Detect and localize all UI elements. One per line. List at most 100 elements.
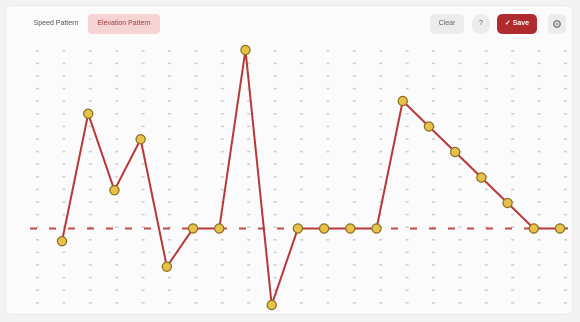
grid-dot: [564, 176, 567, 178]
grid-dot: [484, 201, 488, 203]
grid-dot: [352, 150, 356, 153]
grid-dot: [36, 150, 39, 153]
data-point[interactable]: [214, 223, 225, 234]
help-button[interactable]: ?: [472, 14, 490, 34]
settings-button[interactable]: [548, 14, 566, 34]
grid-dot: [88, 87, 92, 90]
grid-dot: [88, 125, 92, 128]
grid-dot: [484, 100, 488, 102]
grid-dot: [36, 289, 39, 291]
grid-dot: [379, 264, 383, 266]
grid-dot: [168, 226, 171, 228]
data-point[interactable]: [502, 197, 513, 209]
grid-dot: [247, 163, 251, 165]
data-point[interactable]: [240, 44, 251, 56]
grid-dot: [247, 113, 251, 115]
grid-dot: [537, 125, 541, 128]
grid-dot: [326, 100, 330, 102]
grid-dot: [379, 201, 383, 203]
data-point[interactable]: [187, 223, 199, 234]
data-point[interactable]: [371, 223, 382, 234]
data-point[interactable]: [345, 223, 356, 234]
data-point[interactable]: [83, 108, 94, 119]
grid-dot: [62, 62, 66, 65]
grid-dot: [300, 289, 303, 291]
grid-dot: [432, 264, 435, 266]
grid-dot: [432, 50, 435, 52]
grid-dot: [405, 176, 409, 178]
grid-dot: [405, 113, 409, 115]
data-point[interactable]: [292, 223, 304, 234]
grid-dot: [62, 188, 66, 191]
grid-dot: [537, 62, 541, 65]
grid-dot: [300, 188, 303, 191]
grid-dot: [273, 289, 277, 291]
data-point[interactable]: [56, 236, 68, 247]
data-point[interactable]: [397, 95, 408, 107]
grid-dot: [168, 188, 171, 191]
grid-dot: [326, 264, 330, 266]
data-point[interactable]: [423, 121, 435, 132]
grid-dot: [273, 226, 277, 228]
grid-dot: [115, 87, 119, 90]
grid-dot: [220, 251, 224, 254]
grid-dot: [379, 188, 383, 191]
grid-dot: [432, 100, 435, 102]
grid-dot: [88, 226, 92, 228]
grid-dot: [405, 251, 409, 254]
grid-dot: [220, 50, 224, 52]
grid-dot: [326, 50, 330, 52]
grid-dot: [511, 100, 515, 102]
grid-dot: [141, 176, 145, 178]
grid-dot: [194, 176, 198, 178]
data-point[interactable]: [318, 223, 330, 234]
grid-dot: [326, 125, 330, 128]
grid-dot: [564, 150, 567, 153]
grid-dot: [220, 239, 224, 241]
grid-dot: [168, 289, 171, 291]
grid-dot: [537, 150, 541, 153]
grid-dot: [88, 176, 92, 178]
data-point[interactable]: [554, 223, 566, 234]
data-point[interactable]: [266, 299, 277, 311]
data-point[interactable]: [528, 223, 539, 234]
tab-elevation-pattern[interactable]: Elevation Pattern: [88, 14, 160, 34]
grid-dot: [564, 75, 567, 77]
grid-dot: [168, 302, 171, 304]
grid-dot: [564, 302, 567, 304]
grid-dot: [36, 75, 39, 77]
grid-dot: [115, 62, 119, 65]
grid-dot: [564, 276, 567, 279]
data-point[interactable]: [109, 185, 120, 196]
tab-speed-pattern[interactable]: Speed Pattern: [33, 20, 79, 27]
grid-dot: [537, 100, 541, 102]
grid-dot: [458, 75, 462, 77]
grid-dot: [352, 100, 356, 102]
clear-button[interactable]: Clear: [430, 14, 464, 34]
data-point[interactable]: [449, 146, 461, 158]
grid-dot: [115, 176, 119, 178]
grid-dot: [300, 163, 303, 165]
grid-dot: [458, 188, 462, 191]
grid-dot: [432, 62, 435, 65]
grid-dot: [247, 213, 251, 216]
grid-dot: [62, 150, 66, 153]
grid-dot: [379, 62, 383, 65]
grid-dot: [141, 100, 145, 102]
data-point[interactable]: [161, 261, 173, 272]
data-point[interactable]: [476, 172, 487, 183]
grid-dot: [115, 113, 119, 115]
grid-dot: [141, 213, 145, 216]
grid-dot: [484, 62, 488, 65]
grid-dot: [511, 302, 515, 304]
grid-dot: [141, 289, 145, 291]
data-point[interactable]: [135, 134, 146, 145]
grid-dot: [194, 264, 198, 266]
grid-dot: [511, 251, 515, 254]
save-button[interactable]: ✓ Save: [497, 14, 537, 34]
grid-dot: [326, 113, 330, 115]
grid-dot: [300, 176, 303, 178]
grid-dot: [458, 113, 462, 115]
grid-dot: [36, 100, 39, 102]
